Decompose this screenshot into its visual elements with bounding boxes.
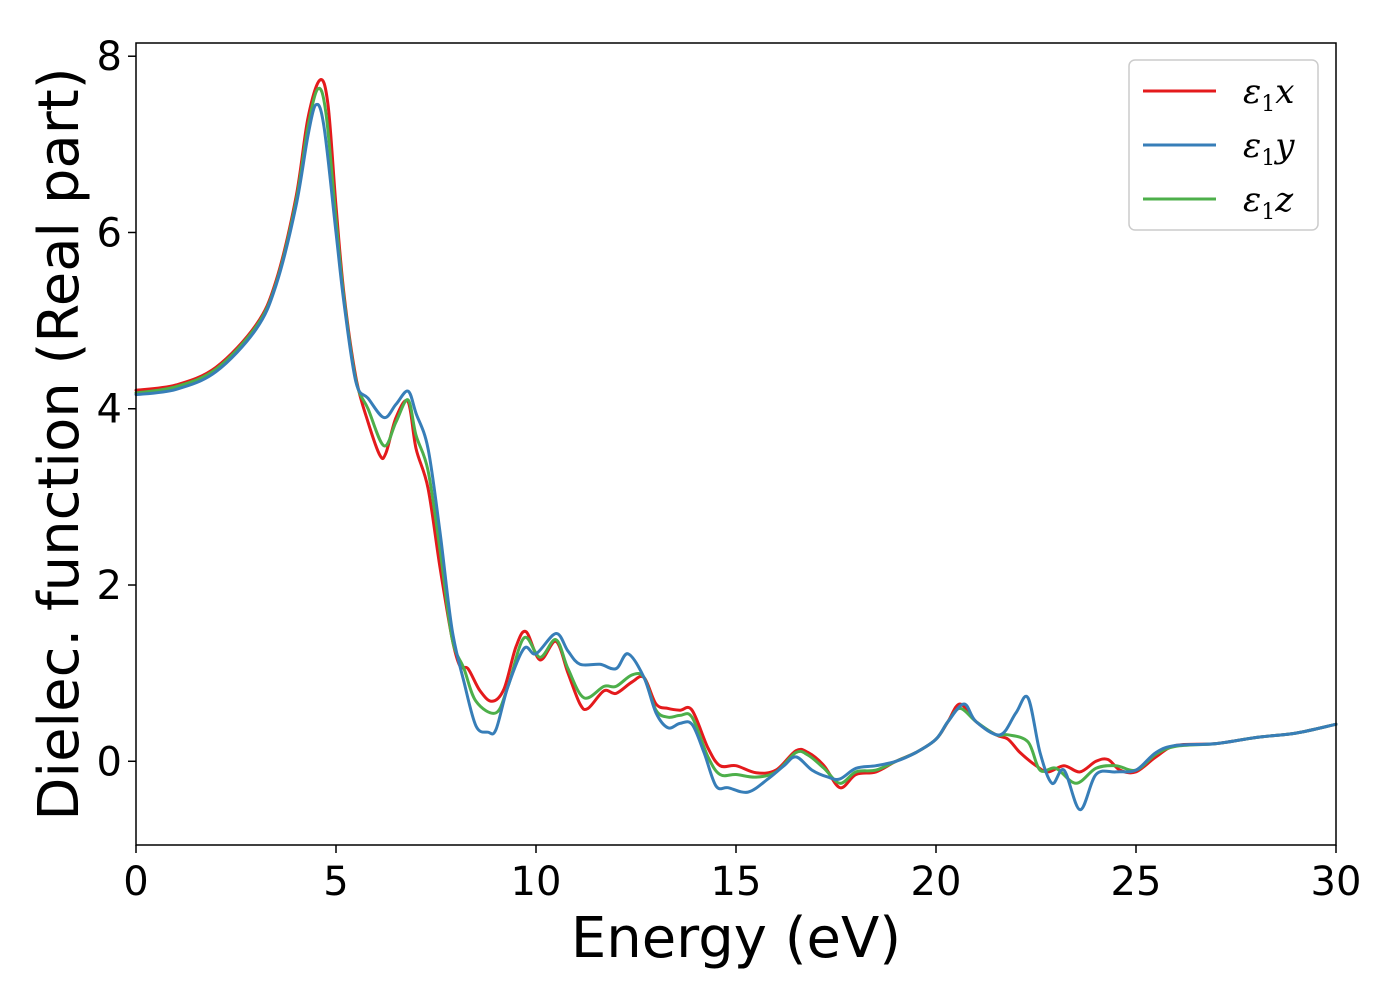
y-tick-label: 8 bbox=[97, 34, 122, 80]
series-line-y bbox=[134, 102, 1338, 812]
y-tick-label: 4 bbox=[97, 387, 122, 433]
plot-frame bbox=[135, 42, 1337, 846]
legend-label-tail: x bbox=[1275, 72, 1294, 112]
legend-label-base: ε bbox=[1243, 180, 1261, 220]
x-tick-label: 15 bbox=[711, 859, 762, 905]
x-tick-label: 30 bbox=[1311, 859, 1362, 905]
legend-label-subscript: 1 bbox=[1261, 200, 1275, 225]
y-tick-label: 0 bbox=[97, 739, 122, 785]
legend-label-y: ε1y bbox=[1243, 126, 1295, 171]
legend-frame bbox=[1128, 59, 1319, 231]
legend-label-subscript: 1 bbox=[1261, 146, 1275, 171]
x-tick-label: 20 bbox=[911, 859, 962, 905]
legend-label-x: ε1x bbox=[1243, 72, 1294, 117]
legend-label-base: ε bbox=[1243, 72, 1261, 112]
legend-label-base: ε bbox=[1243, 126, 1261, 166]
x-tick-label: 10 bbox=[511, 859, 562, 905]
tick-layer: 0 5 10 15 20 25 30 0 2 4 6 8 bbox=[97, 34, 1362, 905]
legend-label-z: ε1z bbox=[1243, 180, 1294, 225]
legend-label-tail: z bbox=[1274, 180, 1294, 220]
x-axis-title: Energy (eV) bbox=[571, 906, 901, 971]
legend-label-subscript: 1 bbox=[1261, 92, 1275, 117]
x-tick-label: 25 bbox=[1111, 859, 1162, 905]
x-tick-label: 5 bbox=[323, 859, 348, 905]
series-layer bbox=[134, 78, 1338, 812]
y-axis-title: Dielec. function (Real part) bbox=[27, 67, 92, 820]
y-tick-label: 2 bbox=[97, 563, 122, 609]
legend-label-tail: y bbox=[1273, 126, 1295, 166]
x-tick-label: 0 bbox=[123, 859, 148, 905]
y-tick-label: 6 bbox=[97, 210, 122, 256]
